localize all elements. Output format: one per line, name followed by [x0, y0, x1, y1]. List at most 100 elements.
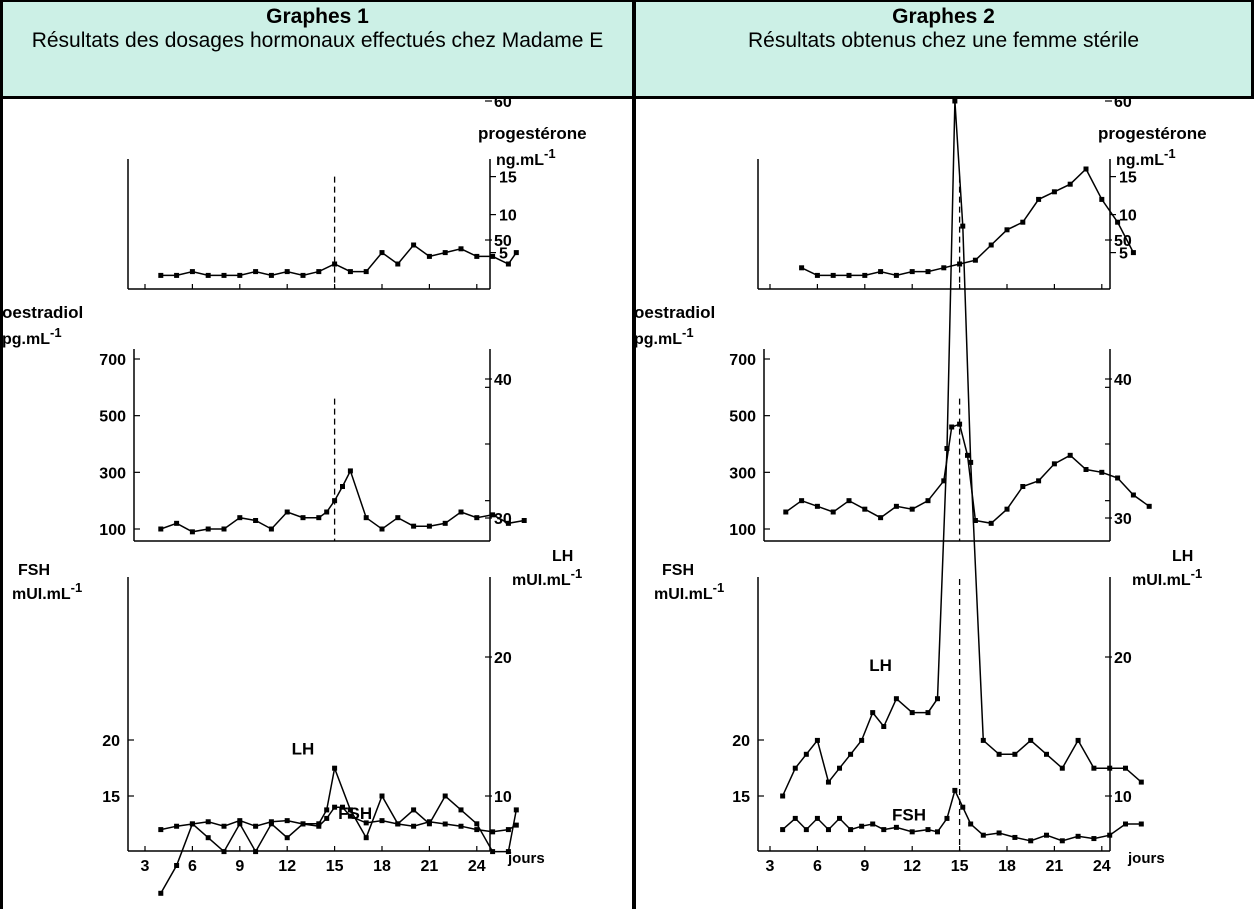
lh-series-point	[944, 446, 950, 451]
progesterone-point	[363, 269, 369, 275]
fsh-series-point	[395, 821, 401, 827]
fsh-series-point	[893, 824, 899, 830]
fsh-series-point	[237, 818, 243, 824]
oestradiol-point	[316, 515, 322, 521]
oestradiol-point	[490, 512, 496, 518]
oestradiol-y-tick-label: 500	[729, 409, 756, 426]
progesterone-point	[925, 269, 931, 275]
oestradiol-line	[785, 423, 1150, 525]
oestradiol-point	[284, 509, 290, 515]
fsh-series-point	[505, 827, 511, 833]
table-border-right	[1251, 0, 1254, 99]
lh-series-point	[379, 793, 385, 799]
lh-series-point	[332, 765, 338, 771]
lh-series-point	[881, 724, 887, 729]
oestradiol-point	[814, 503, 820, 509]
progesterone-point	[458, 246, 464, 252]
progesterone-point	[878, 269, 884, 275]
oestradiol-point	[363, 515, 369, 521]
fsh-series-point	[442, 821, 448, 827]
progesterone-point	[174, 272, 180, 278]
progesterone-point	[957, 261, 963, 267]
progesterone-point	[237, 272, 243, 278]
progesterone-y-tick-label: 10	[499, 208, 517, 225]
lh-y-tick-label: 50	[1114, 233, 1132, 250]
oestradiol-point	[442, 520, 448, 526]
lh-y-tick-label: 40	[494, 372, 512, 389]
progesterone-point	[505, 261, 511, 267]
progesterone-point	[513, 250, 519, 256]
lh-series-point	[1059, 765, 1065, 771]
fsh-series-point	[870, 821, 876, 827]
progesterone-label: progestérone	[478, 124, 587, 143]
x-tick-label: 18	[998, 858, 1016, 875]
lh-y-tick-label: 20	[1114, 650, 1132, 667]
oestradiol-point	[458, 509, 464, 515]
lh-series-point	[221, 849, 227, 855]
oestradiol-point	[965, 452, 970, 458]
fsh-series-point	[780, 827, 786, 833]
oestradiol-point	[1004, 506, 1010, 512]
lh-series-point	[513, 807, 519, 813]
progesterone-point	[189, 269, 195, 275]
progesterone-point	[1099, 196, 1105, 202]
fsh-series-point	[316, 823, 322, 829]
fsh-series-point	[347, 813, 353, 819]
oestradiol-point	[237, 515, 243, 521]
oestradiol-point	[174, 520, 180, 526]
fsh-series-point	[803, 827, 809, 833]
fsh-axis-label: FSH	[18, 562, 50, 579]
header-graphes-1: Graphes 1 Résultats des dosages hormonau…	[3, 2, 632, 96]
fsh-y-tick-label: 15	[732, 789, 750, 806]
lh-unit: mUI.mL-1	[512, 566, 582, 589]
lh-series-point	[1028, 737, 1034, 743]
lh-series-point	[1075, 737, 1081, 743]
table-divider-horizontal	[0, 95, 1254, 99]
fsh-series-point	[174, 823, 180, 829]
fsh-series-point	[996, 830, 1002, 836]
fsh-series-point	[814, 815, 820, 821]
lh-series-point	[490, 849, 496, 855]
progesterone-line	[801, 167, 1135, 277]
progesterone-point	[347, 269, 353, 275]
fsh-series-point	[1138, 821, 1144, 827]
fsh-series-point	[837, 815, 843, 821]
x-tick-label: 6	[813, 858, 822, 875]
fsh-y-tick-label: 20	[732, 733, 750, 750]
lh-y-tick-label: 60	[1114, 99, 1132, 111]
oestradiol-point	[1083, 467, 1089, 472]
lh-series-point	[411, 807, 417, 813]
lh-series-point	[837, 765, 843, 771]
oestradiol-point	[426, 523, 432, 529]
progesterone-point	[316, 269, 322, 275]
oestradiol-point	[268, 526, 274, 532]
fsh-series-point	[1044, 832, 1049, 838]
fsh-y-tick-label: 20	[102, 733, 120, 750]
fsh-series-point	[881, 827, 887, 833]
oestradiol-y-tick-label: 100	[99, 522, 126, 539]
header-title: Graphes 2	[892, 5, 995, 28]
lh-series-point	[996, 751, 1002, 757]
lh-series-point	[925, 710, 931, 716]
fsh-series-point	[1091, 836, 1097, 842]
fsh-series-point	[411, 823, 417, 829]
oestradiol-unit: pg.mL-1	[2, 325, 62, 348]
oestradiol-point	[411, 523, 417, 529]
lh-series-point	[324, 807, 330, 813]
fsh-series-point	[363, 820, 369, 826]
progesterone-y-tick-label: 5	[499, 246, 508, 263]
fsh-y-tick-label: 15	[102, 789, 120, 806]
lh-series-point	[870, 710, 876, 716]
oestradiol-point	[799, 498, 805, 504]
progesterone-point	[1020, 219, 1026, 225]
oestradiol-point	[521, 518, 527, 523]
oestradiol-point	[1067, 452, 1073, 458]
progesterone-label: progestérone	[1098, 124, 1207, 143]
lh-series-point	[505, 849, 511, 855]
fsh-series-label: FSH	[338, 804, 372, 823]
fsh-series-point	[332, 804, 338, 810]
fsh-series-point	[934, 829, 940, 835]
oestradiol-point	[949, 424, 955, 430]
lh-axis-label: LH	[1172, 548, 1193, 565]
x-tick-label: 12	[903, 858, 921, 875]
